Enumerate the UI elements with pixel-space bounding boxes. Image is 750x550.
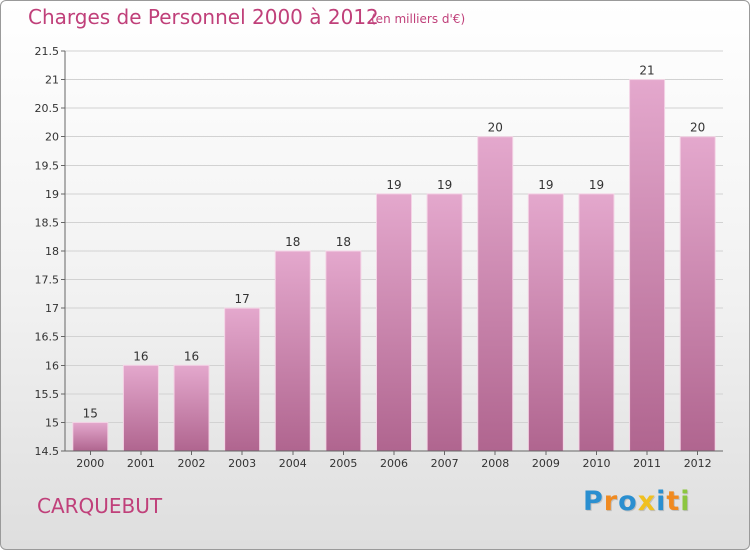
- chart-subtitle: (en milliers d'€): [371, 12, 466, 26]
- x-tick-label: 2010: [582, 457, 610, 470]
- y-tick-label: 15.5: [35, 388, 60, 401]
- x-tick-label: 2005: [329, 457, 357, 470]
- y-tick-label: 21.5: [35, 45, 60, 58]
- y-tick-label: 16.5: [35, 331, 60, 344]
- bar-value-label: 19: [589, 178, 604, 192]
- bar-2010: [578, 193, 615, 452]
- bar-2007: [426, 193, 463, 452]
- logo-letter: P: [583, 486, 604, 517]
- bar-value-label: 15: [83, 406, 98, 420]
- x-tick-label: 2006: [380, 457, 408, 470]
- bar-2006: [376, 193, 412, 452]
- y-tick-label: 16: [45, 359, 59, 372]
- x-tick-label: 2011: [633, 457, 661, 470]
- x-tick-label: 2008: [481, 457, 509, 470]
- bar-2002: [173, 364, 210, 452]
- x-tick-label: 2003: [228, 457, 256, 470]
- bar-value-label: 18: [336, 235, 351, 249]
- bar-2009: [527, 193, 564, 452]
- bar-value-label: 17: [235, 292, 250, 306]
- x-tick-label: 2007: [431, 457, 459, 470]
- bar-value-label: 20: [690, 121, 705, 135]
- logo-letter: x: [637, 486, 657, 517]
- y-tick-label: 18: [45, 245, 59, 258]
- y-tick-label: 15: [45, 416, 59, 429]
- bar-2000: [72, 421, 109, 452]
- y-tick-label: 17.5: [35, 274, 60, 287]
- y-tick-label: 21: [45, 74, 59, 87]
- y-tick-label: 20.5: [35, 102, 60, 115]
- y-tick-label: 19.5: [35, 159, 60, 172]
- bar-2008: [477, 136, 514, 452]
- x-tick-label: 2000: [76, 457, 104, 470]
- bar-value-label: 16: [133, 349, 148, 363]
- y-tick-label: 14.5: [35, 445, 60, 458]
- chart-title: Charges de Personnel 2000 à 2012: [28, 5, 379, 29]
- logo-letter: r: [603, 486, 619, 517]
- commune-name: CARQUEBUT: [37, 494, 163, 518]
- logo-letter: i: [656, 486, 667, 517]
- bar-value-label: 16: [184, 349, 199, 363]
- bar-value-label: 20: [488, 121, 503, 135]
- logo-letter: i: [680, 486, 691, 517]
- bar-value-label: 18: [285, 235, 300, 249]
- logo-letter: t: [666, 486, 681, 517]
- x-tick-label: 2004: [279, 457, 307, 470]
- y-tick-label: 18.5: [35, 216, 60, 229]
- bar-2005: [325, 250, 362, 452]
- logo-letter: o: [618, 486, 638, 517]
- bar-2012: [679, 136, 716, 452]
- x-tick-label: 2002: [178, 457, 206, 470]
- x-tick-label: 2001: [127, 457, 155, 470]
- bar-2001: [122, 364, 159, 452]
- bar-2004: [274, 250, 311, 452]
- bar-value-label: 19: [386, 178, 401, 192]
- bar-2003: [224, 307, 261, 452]
- bar-value-label: 21: [639, 64, 654, 78]
- y-tick-label: 17: [45, 302, 59, 315]
- bar-value-label: 19: [437, 178, 452, 192]
- bar-2011: [629, 79, 666, 452]
- x-tick-label: 2012: [684, 457, 712, 470]
- y-tick-label: 20: [45, 131, 59, 144]
- bar-value-label: 19: [538, 178, 553, 192]
- y-tick-label: 19: [45, 188, 59, 201]
- proxiti-logo: Proxiti: [583, 486, 691, 517]
- x-tick-label: 2009: [532, 457, 560, 470]
